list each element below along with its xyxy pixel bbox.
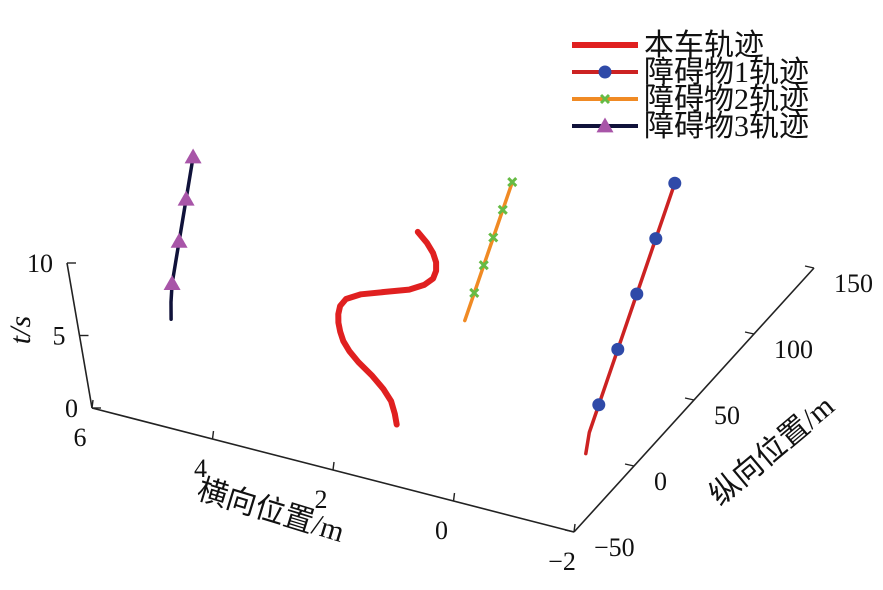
legend-label: 障碍物1轨迹 <box>644 56 809 89</box>
series-3-marker <box>507 177 518 188</box>
series-3-line <box>463 180 515 323</box>
series-4-marker <box>177 190 195 206</box>
series-4 <box>163 148 202 321</box>
series-2-marker <box>649 232 663 246</box>
z-tick-label: 10 <box>27 249 53 278</box>
series-1 <box>335 228 440 428</box>
tick-labels: 6 4 2 0 −2 −50 0 50 100 150 0 5 10 <box>27 249 873 576</box>
axes-frame <box>66 262 815 533</box>
legend-entry-3: 障碍物2轨迹 <box>572 83 809 116</box>
x-tick-label: 6 <box>74 423 87 452</box>
z-axis-label: t/s <box>4 316 37 344</box>
y-tick-label: −50 <box>594 533 635 562</box>
y-tick-label: 50 <box>714 401 740 430</box>
legend-entry-4: 障碍物3轨迹 <box>572 110 809 143</box>
series-4-marker <box>184 148 202 164</box>
x-tick-mark <box>573 523 576 533</box>
x-tick-label: −2 <box>548 547 576 576</box>
legend-entry-2: 障碍物1轨迹 <box>572 56 809 89</box>
x-tick-mark <box>91 399 94 409</box>
legend-entry-1: 本车轨迹 <box>572 29 764 62</box>
series-3 <box>463 177 518 323</box>
z-tick-label: 5 <box>53 322 66 351</box>
series-3-marker <box>478 260 489 271</box>
series-layer <box>163 148 682 456</box>
series-2 <box>584 176 682 456</box>
series-2-line <box>584 181 677 456</box>
legend-4-marker <box>596 117 614 133</box>
series-2-marker <box>611 342 625 356</box>
series-4-marker <box>163 275 181 290</box>
x-tick-label: 2 <box>315 485 328 514</box>
x-tick-mark <box>332 461 335 471</box>
series-3-marker <box>488 232 499 243</box>
series-2-marker <box>630 287 644 301</box>
y-tick-mark <box>564 529 575 533</box>
y-tick-mark <box>804 265 815 269</box>
series-3-marker <box>469 287 480 298</box>
y-tick-mark <box>744 331 755 335</box>
legend-label: 障碍物3轨迹 <box>644 110 809 143</box>
series-1-line <box>335 228 440 428</box>
series-3-marker <box>497 204 508 215</box>
legend-3-marker <box>599 93 611 105</box>
legend-label: 障碍物2轨迹 <box>644 83 809 116</box>
legend-2-marker <box>598 65 612 79</box>
x-tick-mark <box>452 492 456 502</box>
x-tick-mark <box>211 430 215 440</box>
y-tick-label: 100 <box>774 335 813 364</box>
series-2-marker <box>668 176 682 190</box>
series-2-marker <box>592 398 606 412</box>
y-tick-label: 150 <box>834 269 873 298</box>
series-4-marker <box>170 232 188 248</box>
x-tick-label: 4 <box>194 454 207 483</box>
y-tick-mark <box>624 463 635 467</box>
y-tick-label: 0 <box>654 467 667 496</box>
x-tick-label: 0 <box>435 516 448 545</box>
z-tick-label: 0 <box>65 394 78 423</box>
y-tick-mark <box>684 397 695 401</box>
legend-label: 本车轨迹 <box>644 29 764 62</box>
